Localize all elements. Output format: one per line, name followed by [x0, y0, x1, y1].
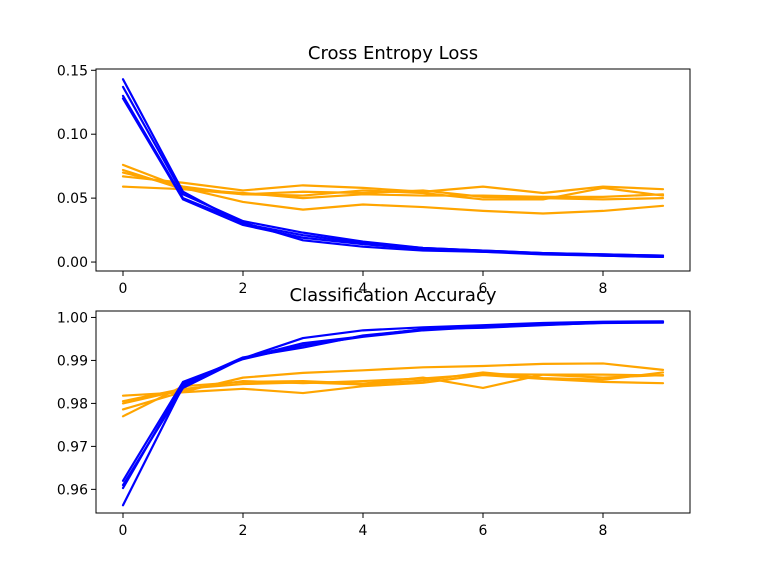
loss-train-line-3	[121, 94, 665, 259]
loss-y-tick-label: 0.05	[57, 191, 88, 207]
loss-test-line-8	[121, 185, 665, 200]
accuracy-test-line-8	[121, 371, 665, 403]
accuracy-x-ticks: 0 2 4 6 8	[119, 513, 608, 539]
loss-y-tick-label: 0.00	[57, 255, 88, 271]
loss-subplot: Cross Entropy Loss 0 2 4 6 8 0.00 0.05 0.10 0.1…	[57, 43, 691, 297]
accuracy-train-line-3	[121, 321, 665, 487]
accuracy-axes-frame	[95, 310, 691, 514]
accuracy-x-tick-label: 8	[599, 523, 608, 539]
loss-x-ticks: 0 2 4 6 8	[119, 271, 608, 297]
accuracy-x-tick-label: 6	[479, 523, 488, 539]
loss-x-tick-label: 0	[119, 281, 128, 297]
accuracy-y-tick-label: 0.99	[57, 353, 88, 369]
loss-x-tick-label: 8	[599, 281, 608, 297]
loss-test-line-4	[121, 163, 665, 215]
accuracy-test-line-7	[121, 362, 665, 411]
accuracy-y-tick-label: 0.98	[57, 396, 88, 412]
accuracy-y-tick-label: 0.97	[57, 439, 88, 455]
accuracy-y-tick-label: 0.96	[57, 482, 88, 498]
loss-y-tick-label: 0.10	[57, 127, 88, 143]
accuracy-chart-title: Classification Accuracy	[290, 285, 497, 306]
accuracy-y-tick-label: 1.00	[57, 310, 88, 326]
accuracy-x-tick-label: 2	[239, 523, 248, 539]
loss-chart-title: Cross Entropy Loss	[308, 43, 478, 64]
loss-x-tick-label: 2	[239, 281, 248, 297]
accuracy-y-ticks: 0.96 0.97 0.98 0.99 1.00	[57, 310, 96, 498]
accuracy-series-lines	[121, 320, 665, 507]
loss-axes-frame	[95, 68, 691, 272]
accuracy-x-tick-label: 0	[119, 523, 128, 539]
loss-x-tick-label: 6	[479, 281, 488, 297]
loss-series-lines	[121, 78, 665, 259]
loss-test-line-7	[121, 175, 665, 195]
accuracy-x-tick-label: 4	[359, 523, 368, 539]
loss-y-tick-label: 0.15	[57, 63, 88, 79]
accuracy-test-line-4	[121, 373, 665, 397]
loss-x-tick-label: 4	[359, 281, 368, 297]
loss-y-ticks: 0.00 0.05 0.10 0.15	[57, 63, 96, 271]
